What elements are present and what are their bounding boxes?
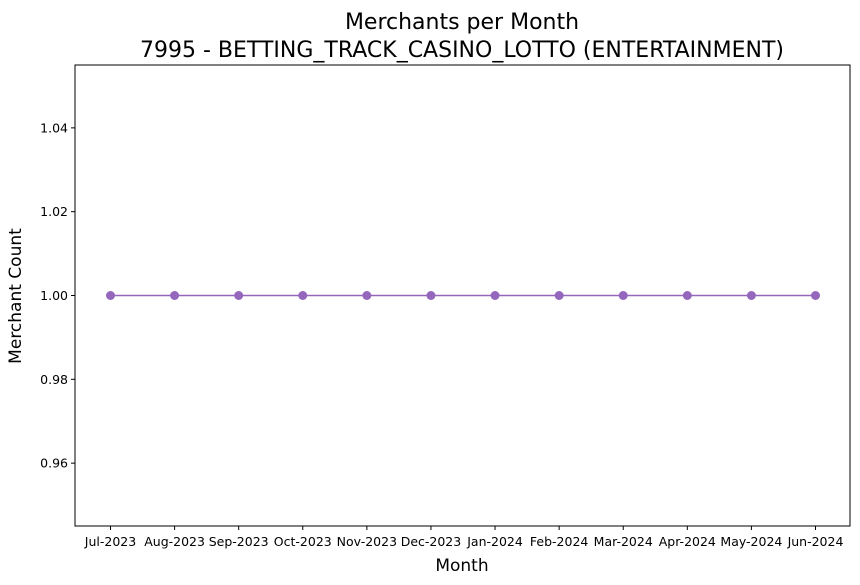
y-tick-label: 1.00	[40, 288, 68, 303]
data-point	[362, 291, 372, 300]
x-tick-label: Oct-2023	[274, 534, 332, 549]
data-point	[811, 291, 820, 300]
y-axis: 0.96 0.98 1.00 1.02 1.04	[40, 120, 75, 471]
x-tick-label: May-2024	[720, 534, 782, 549]
x-tick-label: Nov-2023	[337, 534, 397, 549]
data-point	[170, 291, 180, 300]
data-point	[682, 291, 692, 300]
chart-title: Merchants per Month	[345, 10, 579, 35]
data-point	[426, 291, 436, 300]
y-tick-label: 1.04	[40, 120, 68, 135]
data-point	[106, 291, 115, 300]
series-layer	[106, 291, 820, 300]
x-tick-label: Aug-2023	[144, 534, 205, 549]
x-tick-label: Dec-2023	[401, 534, 462, 549]
x-axis-label: Month	[435, 556, 488, 576]
data-point	[298, 291, 308, 300]
data-point	[618, 291, 628, 300]
y-tick-label: 0.96	[40, 456, 68, 471]
chart-subtitle: 7995 - BETTING_TRACK_CASINO_LOTTO (ENTER…	[140, 38, 784, 63]
x-tick-label: Sep-2023	[209, 534, 269, 549]
x-tick-label: Jan-2024	[466, 534, 523, 549]
x-tick-label: Jul-2023	[84, 534, 136, 549]
y-tick-label: 0.98	[40, 372, 68, 387]
y-tick-label: 1.02	[40, 204, 68, 219]
y-axis-label: Merchant Count	[6, 228, 26, 364]
x-tick-label: Jun-2024	[787, 534, 844, 549]
data-point	[746, 291, 756, 300]
data-point	[490, 291, 500, 300]
x-tick-label: Apr-2024	[659, 534, 716, 549]
x-tick-label: Feb-2024	[530, 534, 589, 549]
x-axis: Jul-2023 Aug-2023 Sep-2023 Oct-2023 Nov-2023…	[84, 526, 844, 549]
data-point	[554, 291, 564, 300]
x-tick-label: Mar-2024	[594, 534, 653, 549]
data-point	[234, 291, 244, 300]
